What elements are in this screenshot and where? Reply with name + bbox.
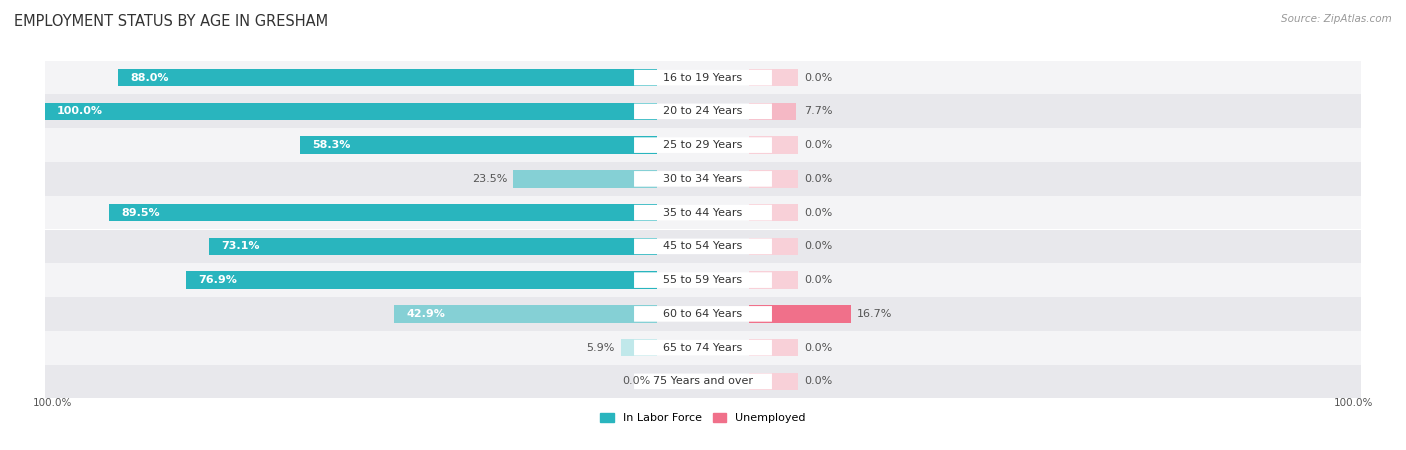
- Bar: [621, 339, 657, 356]
- Text: 45 to 54 Years: 45 to 54 Years: [664, 241, 742, 252]
- Bar: [45, 128, 1361, 162]
- Text: 89.5%: 89.5%: [121, 207, 160, 218]
- Text: 16.7%: 16.7%: [858, 309, 893, 319]
- Text: 30 to 34 Years: 30 to 34 Years: [664, 174, 742, 184]
- Legend: In Labor Force, Unemployed: In Labor Force, Unemployed: [596, 408, 810, 428]
- Bar: [45, 61, 1361, 94]
- Bar: [45, 364, 1361, 398]
- Text: 16 to 19 Years: 16 to 19 Years: [664, 72, 742, 83]
- Bar: [749, 305, 851, 323]
- Bar: [394, 305, 657, 323]
- Text: 75 Years and over: 75 Years and over: [652, 376, 754, 387]
- Text: 35 to 44 Years: 35 to 44 Years: [664, 207, 742, 218]
- Text: 65 to 74 Years: 65 to 74 Years: [664, 342, 742, 353]
- Text: 25 to 29 Years: 25 to 29 Years: [664, 140, 742, 150]
- Bar: [513, 170, 657, 188]
- Bar: [749, 373, 799, 390]
- Bar: [749, 204, 799, 221]
- FancyBboxPatch shape: [634, 171, 772, 187]
- Text: 20 to 24 Years: 20 to 24 Years: [664, 106, 742, 117]
- FancyBboxPatch shape: [634, 238, 772, 254]
- Text: 73.1%: 73.1%: [222, 241, 260, 252]
- Text: 55 to 59 Years: 55 to 59 Years: [664, 275, 742, 285]
- Text: 58.3%: 58.3%: [312, 140, 350, 150]
- Text: 0.0%: 0.0%: [804, 72, 832, 83]
- Text: 100.0%: 100.0%: [1334, 398, 1374, 408]
- FancyBboxPatch shape: [634, 374, 772, 389]
- FancyBboxPatch shape: [634, 306, 772, 322]
- Text: 23.5%: 23.5%: [471, 174, 508, 184]
- Bar: [45, 331, 1361, 364]
- Text: 5.9%: 5.9%: [586, 342, 614, 353]
- Text: 0.0%: 0.0%: [804, 174, 832, 184]
- Bar: [299, 136, 657, 154]
- Bar: [45, 196, 1361, 230]
- Text: 7.7%: 7.7%: [804, 106, 832, 117]
- FancyBboxPatch shape: [634, 137, 772, 153]
- Text: 0.0%: 0.0%: [804, 342, 832, 353]
- Text: 42.9%: 42.9%: [406, 309, 446, 319]
- Text: 0.0%: 0.0%: [804, 376, 832, 387]
- Bar: [118, 69, 657, 86]
- Bar: [749, 238, 799, 255]
- Bar: [45, 103, 657, 120]
- Bar: [749, 103, 796, 120]
- FancyBboxPatch shape: [634, 340, 772, 356]
- Text: 100.0%: 100.0%: [32, 398, 72, 408]
- Bar: [186, 271, 657, 289]
- Bar: [45, 230, 1361, 263]
- Bar: [45, 263, 1361, 297]
- Text: 60 to 64 Years: 60 to 64 Years: [664, 309, 742, 319]
- Text: 76.9%: 76.9%: [198, 275, 238, 285]
- FancyBboxPatch shape: [634, 70, 772, 86]
- FancyBboxPatch shape: [634, 272, 772, 288]
- Text: Source: ZipAtlas.com: Source: ZipAtlas.com: [1281, 14, 1392, 23]
- Bar: [749, 103, 796, 120]
- Bar: [749, 69, 799, 86]
- Bar: [45, 162, 1361, 196]
- Bar: [45, 94, 1361, 128]
- Bar: [749, 170, 799, 188]
- Bar: [749, 339, 799, 356]
- Text: 0.0%: 0.0%: [623, 376, 651, 387]
- Bar: [209, 238, 657, 255]
- Text: 0.0%: 0.0%: [804, 140, 832, 150]
- Text: 0.0%: 0.0%: [804, 207, 832, 218]
- Bar: [749, 305, 851, 323]
- Text: 100.0%: 100.0%: [56, 106, 103, 117]
- Bar: [749, 136, 799, 154]
- Bar: [749, 271, 799, 289]
- Bar: [45, 297, 1361, 331]
- Text: 0.0%: 0.0%: [804, 275, 832, 285]
- Bar: [110, 204, 657, 221]
- Text: 0.0%: 0.0%: [804, 241, 832, 252]
- FancyBboxPatch shape: [634, 104, 772, 119]
- Text: EMPLOYMENT STATUS BY AGE IN GRESHAM: EMPLOYMENT STATUS BY AGE IN GRESHAM: [14, 14, 328, 28]
- Text: 88.0%: 88.0%: [131, 72, 169, 83]
- FancyBboxPatch shape: [634, 205, 772, 220]
